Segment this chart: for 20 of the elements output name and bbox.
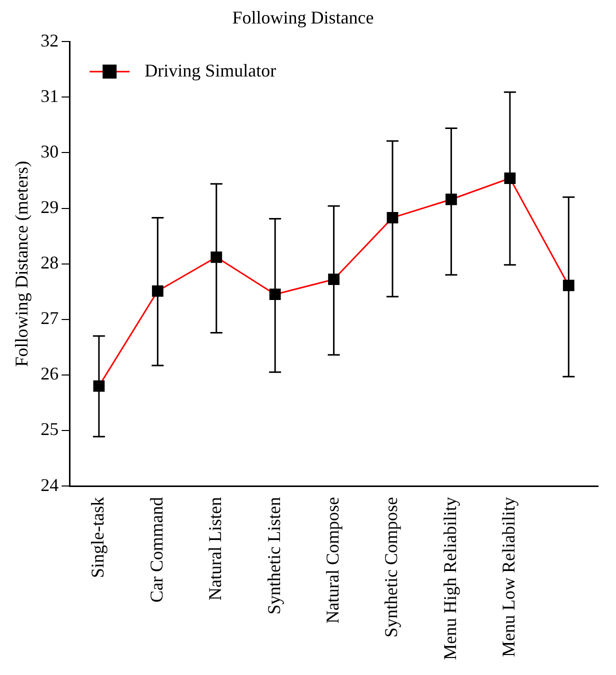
x-tick-label: Synthetic Listen [264,497,284,614]
x-tick-label: Natural Compose [322,497,343,624]
legend-label: Driving Simulator [144,60,276,80]
y-tick-label: 28 [40,252,59,273]
y-tick-label: 26 [40,364,59,384]
x-tick-label: Natural Listen [205,497,226,600]
y-tick-label: 30 [40,141,59,162]
y-tick-label: 31 [40,86,59,106]
y-tick-label: 32 [40,30,59,50]
chart-title: Following Distance [232,8,374,28]
x-tick-label: Synthetic Compose [381,497,402,638]
y-tick-label: 25 [40,419,59,440]
y-tick-label: 29 [40,196,59,217]
y-tick-label: 27 [40,308,59,328]
x-tick-label: Car Command [146,497,166,603]
x-tick-label: Menu Low Reliability [498,497,519,657]
x-tick-label: Single-task [88,497,108,578]
y-tick-label: 24 [40,474,59,495]
y-axis-title: Following Distance (meters) [12,160,32,367]
x-tick-label: Menu High Reliability [440,497,460,660]
